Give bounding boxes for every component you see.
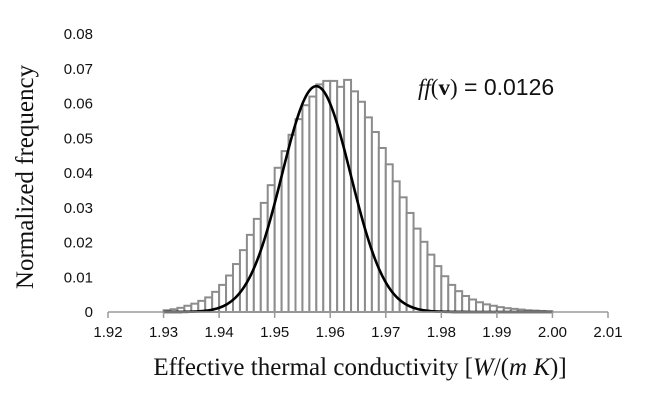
x-tick-label: 1.96 — [316, 324, 345, 341]
annotation-value: = 0.0126 — [458, 74, 555, 100]
histogram-bar — [287, 133, 297, 313]
histogram-bar — [336, 85, 346, 313]
annotation-arg-close: ) — [450, 75, 458, 100]
x-tick-label: 2.01 — [593, 324, 622, 341]
x-tick-labels: 1.92 1.93 1.94 1.95 1.96 1.97 1.98 1.99 2.00 2.01 — [93, 324, 622, 341]
histogram-bar — [475, 301, 484, 313]
histogram-bar — [315, 83, 325, 313]
histogram-bar — [363, 116, 373, 314]
histogram-bar — [225, 274, 234, 314]
y-tick-label: 0.05 — [64, 130, 93, 147]
x-axis-unit-sep: /( — [494, 354, 509, 381]
x-tick-label: 1.93 — [149, 324, 178, 341]
histogram-bar — [433, 265, 443, 314]
histogram-bar — [322, 79, 332, 313]
histogram-bar — [232, 263, 241, 313]
histogram-bars — [162, 78, 554, 314]
y-tick-label: 0.07 — [64, 61, 93, 78]
y-tick-labels: 0 0.01 0.02 0.03 0.04 0.05 0.06 0.07 0.08 — [64, 26, 93, 321]
x-axis-unit-mK: m K — [509, 354, 551, 381]
histogram-bar — [370, 131, 380, 313]
fit-annotation: ff(v) = 0.0126 — [418, 74, 554, 100]
histogram-bar — [461, 295, 471, 314]
histogram-bar — [308, 95, 318, 313]
x-tick-marks — [107, 312, 609, 318]
histogram-bar — [468, 298, 478, 313]
y-axis-title: Normalized frequency — [12, 64, 39, 289]
x-tick-label: 1.95 — [260, 324, 289, 341]
x-axis-unit-W: W — [473, 354, 496, 381]
y-tick-label: 0.06 — [64, 96, 93, 113]
y-tick-label: 0.04 — [64, 165, 93, 182]
histogram-bar — [412, 227, 422, 314]
histogram-bar — [405, 211, 415, 314]
annotation-func: ff — [418, 75, 434, 100]
histogram-bar — [238, 249, 248, 313]
histogram-bar — [426, 253, 436, 314]
x-tick-label: 1.98 — [427, 324, 456, 341]
histogram-bar — [447, 283, 457, 314]
x-axis-title: Effective thermal conductivity [W/(m K)] — [153, 354, 566, 381]
y-tick-label: 0.01 — [64, 269, 93, 286]
x-axis-unit-end: )] — [550, 354, 567, 381]
x-axis-title-text: Effective thermal conductivity [ — [153, 354, 473, 381]
histogram-bar — [440, 275, 450, 313]
x-tick-label: 2.00 — [538, 324, 567, 341]
histogram-bar — [419, 240, 429, 313]
x-tick-label: 1.92 — [93, 324, 122, 341]
annotation-arg-open: ( — [431, 75, 439, 100]
y-tick-label: 0 — [85, 304, 93, 321]
histogram-bar — [301, 104, 311, 313]
histogram-bar — [454, 290, 464, 313]
histogram-bar — [343, 78, 353, 314]
histogram-bar — [294, 118, 304, 313]
y-tick-label: 0.08 — [64, 26, 93, 43]
histogram-bar — [259, 201, 269, 314]
x-tick-label: 1.99 — [482, 324, 511, 341]
histogram-bar — [377, 146, 387, 313]
y-tick-label: 0.02 — [64, 235, 93, 252]
annotation-arg: v — [438, 75, 450, 100]
x-tick-label: 1.97 — [371, 324, 400, 341]
histogram-bar — [398, 196, 408, 314]
y-tick-label: 0.03 — [64, 200, 93, 217]
x-tick-label: 1.94 — [205, 324, 234, 341]
